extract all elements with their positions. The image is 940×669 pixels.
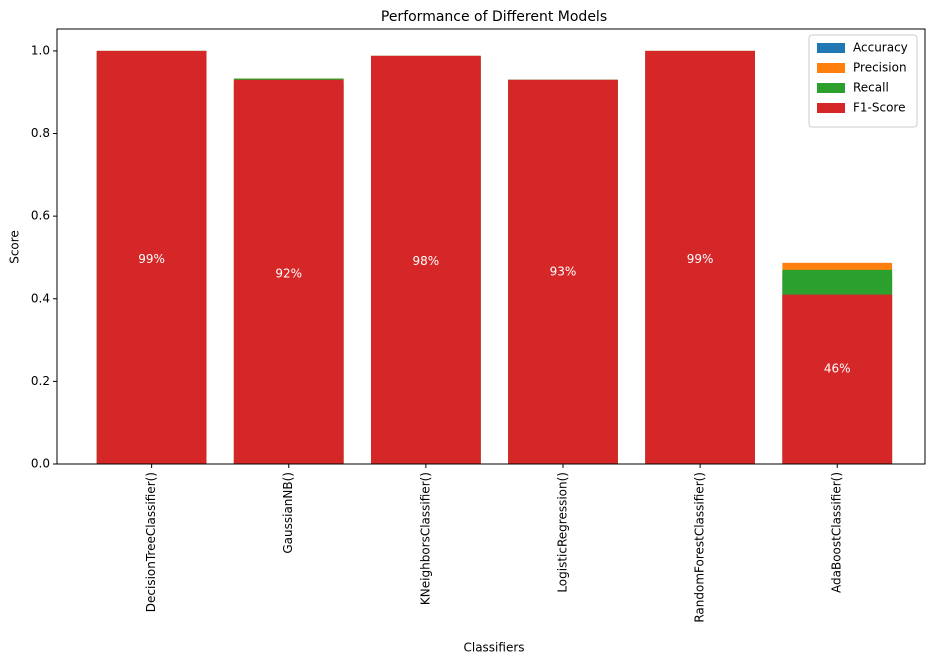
legend-label: Accuracy xyxy=(853,41,908,55)
legend-label: Precision xyxy=(853,61,907,75)
legend-swatch xyxy=(817,83,845,93)
x-axis-label: Classifiers xyxy=(463,641,524,655)
bar xyxy=(233,79,344,465)
bar xyxy=(782,294,893,464)
bar xyxy=(645,50,755,464)
bar xyxy=(96,50,207,464)
legend-label: F1-Score xyxy=(853,101,905,115)
chart-title: Performance of Different Models xyxy=(381,9,607,25)
plot-frame xyxy=(56,28,926,465)
y-tick-label: 0.4 xyxy=(31,291,50,305)
bar xyxy=(508,79,618,465)
data-label: 99% xyxy=(687,252,714,266)
bar xyxy=(371,55,481,464)
x-tick-label: KNeighborsClassifier() xyxy=(418,472,432,605)
y-tick-label: 0.6 xyxy=(31,209,50,223)
legend-label: Recall xyxy=(853,81,889,95)
x-tick-label: DecisionTreeClassifier() xyxy=(144,472,158,612)
y-tick-label: 0.0 xyxy=(31,457,50,471)
data-label: 99% xyxy=(138,252,165,266)
legend-swatch xyxy=(817,43,845,53)
y-tick-label: 0.2 xyxy=(31,374,50,388)
x-tick-label: AdaBoostClassifier() xyxy=(830,472,844,593)
x-tick-label: GaussianNB() xyxy=(281,472,295,554)
x-tick-label: RandomForestClassifier() xyxy=(693,472,707,623)
y-tick-label: 1.0 xyxy=(31,43,50,57)
y-tick-label: 0.8 xyxy=(31,126,50,140)
x-tick-label: LogisticRegression() xyxy=(555,472,569,593)
legend-swatch xyxy=(817,103,845,113)
data-label: 92% xyxy=(275,266,302,280)
data-label: 93% xyxy=(550,264,577,278)
data-label: 46% xyxy=(824,361,851,375)
legend-swatch xyxy=(817,63,845,73)
data-label: 98% xyxy=(413,254,440,268)
y-axis-label: Score xyxy=(8,230,22,264)
